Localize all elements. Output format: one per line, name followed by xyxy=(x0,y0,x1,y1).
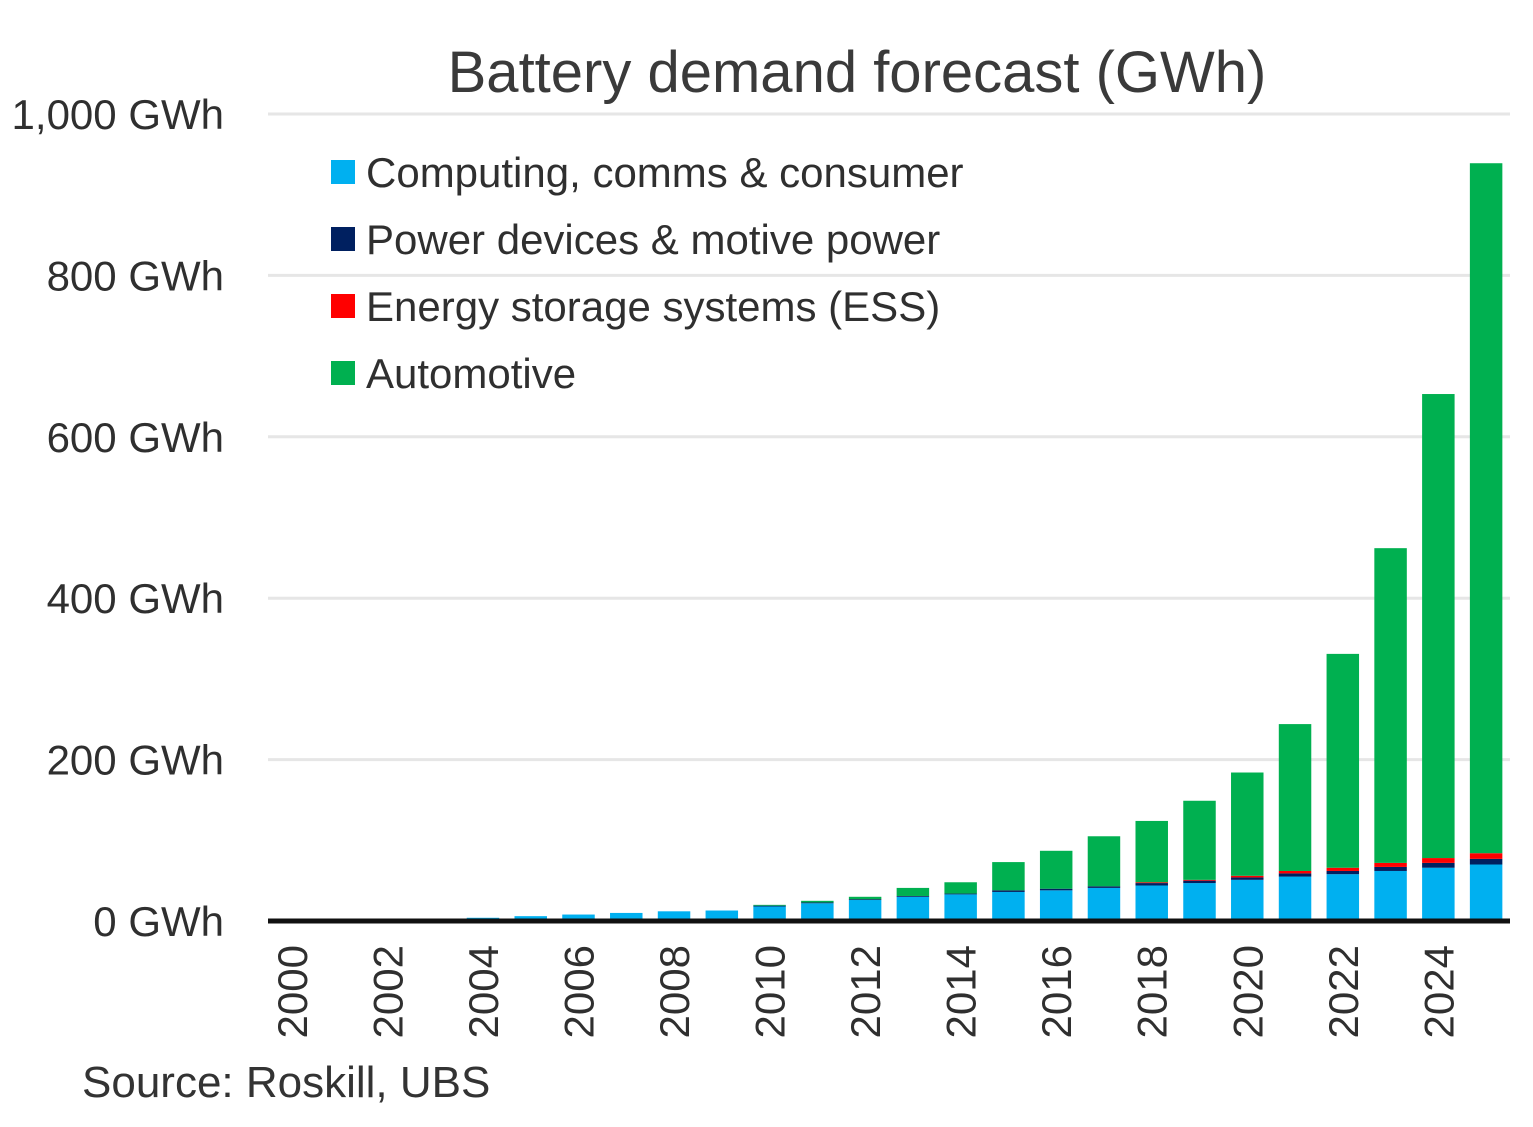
bar-2015-series-3 xyxy=(992,862,1025,891)
bar-2009-series-0 xyxy=(705,910,739,921)
bar-2025-series-0 xyxy=(1469,864,1503,921)
bar-2012-series-1 xyxy=(848,899,882,901)
x-tick-label-2020: 2020 xyxy=(1224,945,1271,1038)
x-tick-label-2008: 2008 xyxy=(651,945,698,1038)
legend: Computing, comms & consumer Power device… xyxy=(331,149,964,397)
bar-2020-series-3 xyxy=(1231,772,1264,876)
bar-2013-series-3 xyxy=(896,887,930,896)
bar-2022-series-1 xyxy=(1326,870,1360,875)
x-tick-label-2016: 2016 xyxy=(1033,945,1080,1038)
legend-swatch-computing xyxy=(331,160,355,184)
y-tick-label-600: 600 GWh xyxy=(47,414,224,461)
bar-2016-series-0 xyxy=(1039,890,1073,921)
bar-2020-series-1 xyxy=(1231,877,1264,880)
bar-2010-series-1 xyxy=(753,905,786,907)
bar-2018-series-3 xyxy=(1135,820,1168,883)
bar-2011-series-0 xyxy=(801,903,834,921)
x-tick-label-2012: 2012 xyxy=(842,945,889,1038)
bar-2022-series-3 xyxy=(1326,653,1360,868)
bar-2020-series-0 xyxy=(1231,879,1264,921)
bar-2010-series-3 xyxy=(753,904,786,906)
bar-2024-series-0 xyxy=(1422,867,1455,921)
bar-2024-series-2 xyxy=(1422,858,1455,863)
bar-2025-series-2 xyxy=(1469,853,1503,859)
bar-2023-series-2 xyxy=(1374,862,1407,867)
bar-2021-series-3 xyxy=(1278,724,1312,871)
x-tick-label-2022: 2022 xyxy=(1320,945,1367,1038)
y-tick-label-1000: 1,000 GWh xyxy=(12,91,224,138)
y-tick-label-800: 800 GWh xyxy=(47,252,224,299)
bar-2018-series-0 xyxy=(1135,885,1168,921)
bar-2023-series-1 xyxy=(1374,866,1407,871)
bar-2024-series-1 xyxy=(1422,862,1455,868)
bar-2018-series-1 xyxy=(1135,883,1168,886)
bar-2010-series-0 xyxy=(753,906,786,921)
legend-swatch-power xyxy=(331,227,355,251)
x-tick-label-2002: 2002 xyxy=(364,945,411,1038)
gridlines xyxy=(268,112,1510,762)
y-tick-label-400: 400 GWh xyxy=(47,575,224,622)
x-tick-label-2014: 2014 xyxy=(938,945,985,1038)
x-tick-label-2024: 2024 xyxy=(1415,945,1462,1038)
bar-2011-series-1 xyxy=(801,902,834,904)
bar-2008-series-0 xyxy=(657,911,691,921)
bar-2023-series-3 xyxy=(1374,548,1407,863)
bar-2013-series-0 xyxy=(896,896,930,921)
bar-2014-series-1 xyxy=(944,893,977,895)
bar-2021-series-2 xyxy=(1278,870,1312,874)
chart-title: Battery demand forecast (GWh) xyxy=(448,40,1267,105)
y-axis-ticks: 0 GWh 200 GWh 400 GWh 600 GWh 800 GWh 1,000 G… xyxy=(12,91,224,945)
bar-2014-series-0 xyxy=(944,894,977,921)
bar-2019-series-0 xyxy=(1183,883,1216,921)
bar-2014-series-3 xyxy=(944,882,977,894)
legend-label-ess: Energy storage systems (ESS) xyxy=(366,283,940,330)
bar-2015-series-0 xyxy=(992,891,1025,921)
x-tick-label-2018: 2018 xyxy=(1129,945,1176,1038)
bar-2017-series-1 xyxy=(1087,886,1121,888)
x-tick-label-2000: 2000 xyxy=(269,945,316,1038)
bar-2016-series-1 xyxy=(1039,888,1073,891)
bar-2021-series-0 xyxy=(1278,876,1312,921)
bar-2017-series-3 xyxy=(1087,836,1121,887)
bar-2019-series-2 xyxy=(1183,879,1216,881)
bar-2012-series-0 xyxy=(848,900,882,921)
x-tick-label-2004: 2004 xyxy=(460,945,507,1038)
bar-2021-series-1 xyxy=(1278,873,1312,877)
bar-2007-series-0 xyxy=(610,912,643,921)
bar-2023-series-0 xyxy=(1374,870,1407,921)
bar-2015-series-1 xyxy=(992,890,1025,892)
bar-stack-group xyxy=(275,163,1503,921)
legend-swatch-automotive xyxy=(331,361,355,385)
legend-label-automotive: Automotive xyxy=(366,350,576,397)
source-note: Source: Roskill, UBS xyxy=(82,1058,491,1107)
bar-2024-series-3 xyxy=(1422,394,1455,859)
bar-2019-series-3 xyxy=(1183,800,1216,880)
legend-swatch-ess xyxy=(331,294,355,318)
legend-label-power: Power devices & motive power xyxy=(366,216,940,263)
x-tick-label-2010: 2010 xyxy=(747,945,794,1038)
bar-2011-series-3 xyxy=(801,900,834,903)
bar-2016-series-3 xyxy=(1039,850,1073,889)
bar-2025-series-1 xyxy=(1469,858,1503,865)
bar-2022-series-0 xyxy=(1326,874,1360,921)
bar-2020-series-2 xyxy=(1231,875,1264,878)
y-tick-label-0: 0 GWh xyxy=(93,898,224,945)
x-tick-label-2006: 2006 xyxy=(556,945,603,1038)
bar-2025-series-3 xyxy=(1469,163,1503,854)
bar-2006-series-0 xyxy=(562,914,595,921)
y-tick-label-200: 200 GWh xyxy=(47,737,224,784)
legend-label-computing: Computing, comms & consumer xyxy=(366,149,964,196)
bar-2019-series-1 xyxy=(1183,880,1216,884)
bar-2013-series-1 xyxy=(896,895,930,897)
bar-2022-series-2 xyxy=(1326,867,1360,871)
bar-2012-series-3 xyxy=(848,896,882,900)
bar-2018-series-2 xyxy=(1135,882,1168,884)
bar-2017-series-0 xyxy=(1087,887,1121,921)
x-axis-ticks: 2000 2002 2004 2006 2008 2010 2012 2014 2016 2018… xyxy=(269,945,1462,1038)
